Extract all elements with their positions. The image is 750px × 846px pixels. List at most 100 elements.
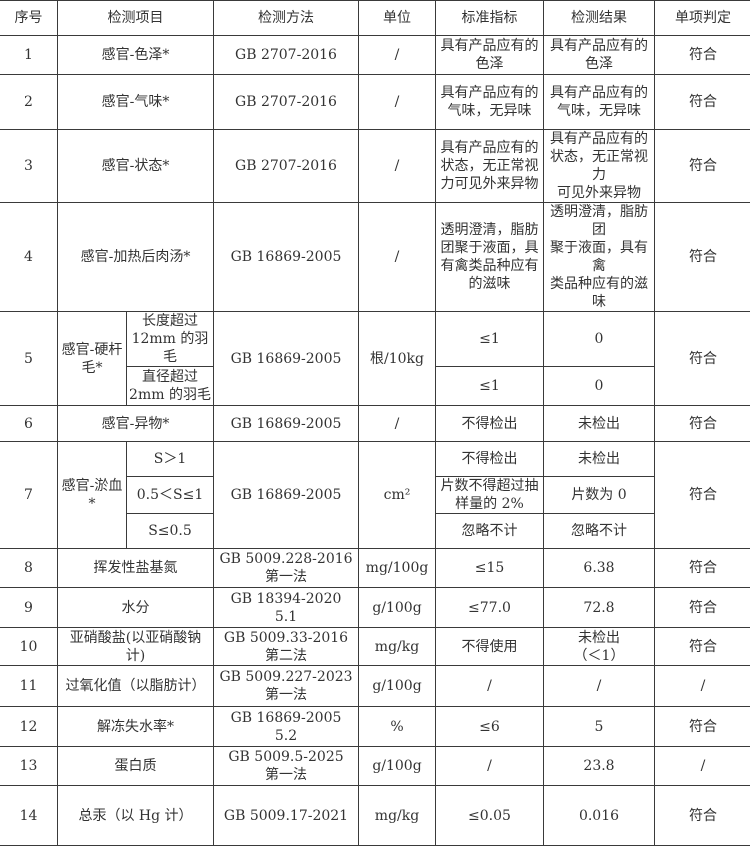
judgement: 符合: [655, 130, 750, 203]
judgement: 符合: [655, 549, 750, 588]
standard-value: ≤1: [436, 367, 544, 406]
row-number: 4: [0, 203, 58, 312]
test-result: 具有产品应有的 状态，无正常视力 可见外来异物: [544, 130, 655, 203]
standard-value: /: [436, 666, 544, 707]
standard-value: ≤1: [436, 312, 544, 367]
unit: /: [359, 36, 436, 75]
test-method: GB 16869-2005: [214, 442, 359, 549]
test-method: GB 5009.227-2023 第一法: [214, 666, 359, 707]
row-number: 1: [0, 36, 58, 75]
sub-item: S≤0.5: [127, 514, 214, 549]
judgement: 符合: [655, 406, 750, 442]
judgement: 符合: [655, 442, 750, 549]
unit: /: [359, 75, 436, 130]
judgement: /: [655, 666, 750, 707]
column-header: 单位: [359, 1, 436, 36]
test-item: 亚硝酸盐(以亚硝酸钠 计): [58, 628, 214, 666]
unit: g/100g: [359, 666, 436, 707]
standard-value: 具有产品应有的 色泽: [436, 36, 544, 75]
unit: mg/kg: [359, 786, 436, 846]
test-result: 0.016: [544, 786, 655, 846]
standard-value: 不得使用: [436, 628, 544, 666]
standard-value: ≤6: [436, 707, 544, 747]
standard-value: 具有产品应有的 状态，无正常视 力可见外来异物: [436, 130, 544, 203]
judgement: 符合: [655, 75, 750, 130]
test-item: 感官-淤血 *: [58, 442, 127, 549]
judgement: 符合: [655, 588, 750, 628]
test-method: GB 2707-2016: [214, 75, 359, 130]
test-result: 忽略不计: [544, 514, 655, 549]
test-result: 6.38: [544, 549, 655, 588]
unit: mg/kg: [359, 628, 436, 666]
test-result: 未检出: [544, 406, 655, 442]
test-method: GB 16869-2005 5.2: [214, 707, 359, 747]
judgement: 符合: [655, 786, 750, 846]
test-method: GB 18394-2020 5.1: [214, 588, 359, 628]
sub-item: 长度超过 12mm 的羽毛: [127, 312, 214, 367]
test-item: 感官-硬杆 毛*: [58, 312, 127, 406]
row-number: 7: [0, 442, 58, 549]
standard-value: 不得检出: [436, 406, 544, 442]
test-result: /: [544, 666, 655, 707]
row-number: 10: [0, 628, 58, 666]
judgement: 符合: [655, 36, 750, 75]
standard-value: ≤15: [436, 549, 544, 588]
standard-value: /: [436, 747, 544, 786]
test-result: 72.8: [544, 588, 655, 628]
row-number: 9: [0, 588, 58, 628]
row-number: 2: [0, 75, 58, 130]
standard-value: 片数不得超过抽 样量的 2%: [436, 477, 544, 514]
column-header: 检测项目: [58, 1, 214, 36]
judgement: 符合: [655, 203, 750, 312]
test-result: 5: [544, 707, 655, 747]
test-result: 片数为 0: [544, 477, 655, 514]
standard-value: ≤0.05: [436, 786, 544, 846]
unit: cm²: [359, 442, 436, 549]
test-item: 感官-气味*: [58, 75, 214, 130]
row-number: 12: [0, 707, 58, 747]
row-number: 13: [0, 747, 58, 786]
sub-item: 0.5＜S≤1: [127, 477, 214, 514]
column-header: 检测结果: [544, 1, 655, 36]
test-item: 挥发性盐基氮: [58, 549, 214, 588]
unit: 根/10kg: [359, 312, 436, 406]
test-item: 感官-状态*: [58, 130, 214, 203]
test-method: GB 5009.5-2025 第一法: [214, 747, 359, 786]
test-method: GB 5009.17-2021: [214, 786, 359, 846]
unit: g/100g: [359, 747, 436, 786]
column-header: 序号: [0, 1, 58, 36]
test-item: 水分: [58, 588, 214, 628]
unit: %: [359, 707, 436, 747]
standard-value: 不得检出: [436, 442, 544, 477]
test-method: GB 16869-2005: [214, 312, 359, 406]
row-number: 14: [0, 786, 58, 846]
test-item: 解冻失水率*: [58, 707, 214, 747]
standard-value: 透明澄清，脂肪 团聚于液面，具 有禽类品种应有 的滋味: [436, 203, 544, 312]
test-result: 0: [544, 312, 655, 367]
test-result: 透明澄清，脂肪团 聚于液面，具有禽 类品种应有的滋 味: [544, 203, 655, 312]
test-item: 感官-异物*: [58, 406, 214, 442]
test-method: GB 2707-2016: [214, 36, 359, 75]
test-item: 感官-色泽*: [58, 36, 214, 75]
row-number: 6: [0, 406, 58, 442]
unit: mg/100g: [359, 549, 436, 588]
test-result: 具有产品应有的 气味，无异味: [544, 75, 655, 130]
standard-value: ≤77.0: [436, 588, 544, 628]
test-method: GB 16869-2005: [214, 406, 359, 442]
standard-value: 具有产品应有的 气味，无异味: [436, 75, 544, 130]
row-number: 8: [0, 549, 58, 588]
unit: g/100g: [359, 588, 436, 628]
test-method: GB 2707-2016: [214, 130, 359, 203]
